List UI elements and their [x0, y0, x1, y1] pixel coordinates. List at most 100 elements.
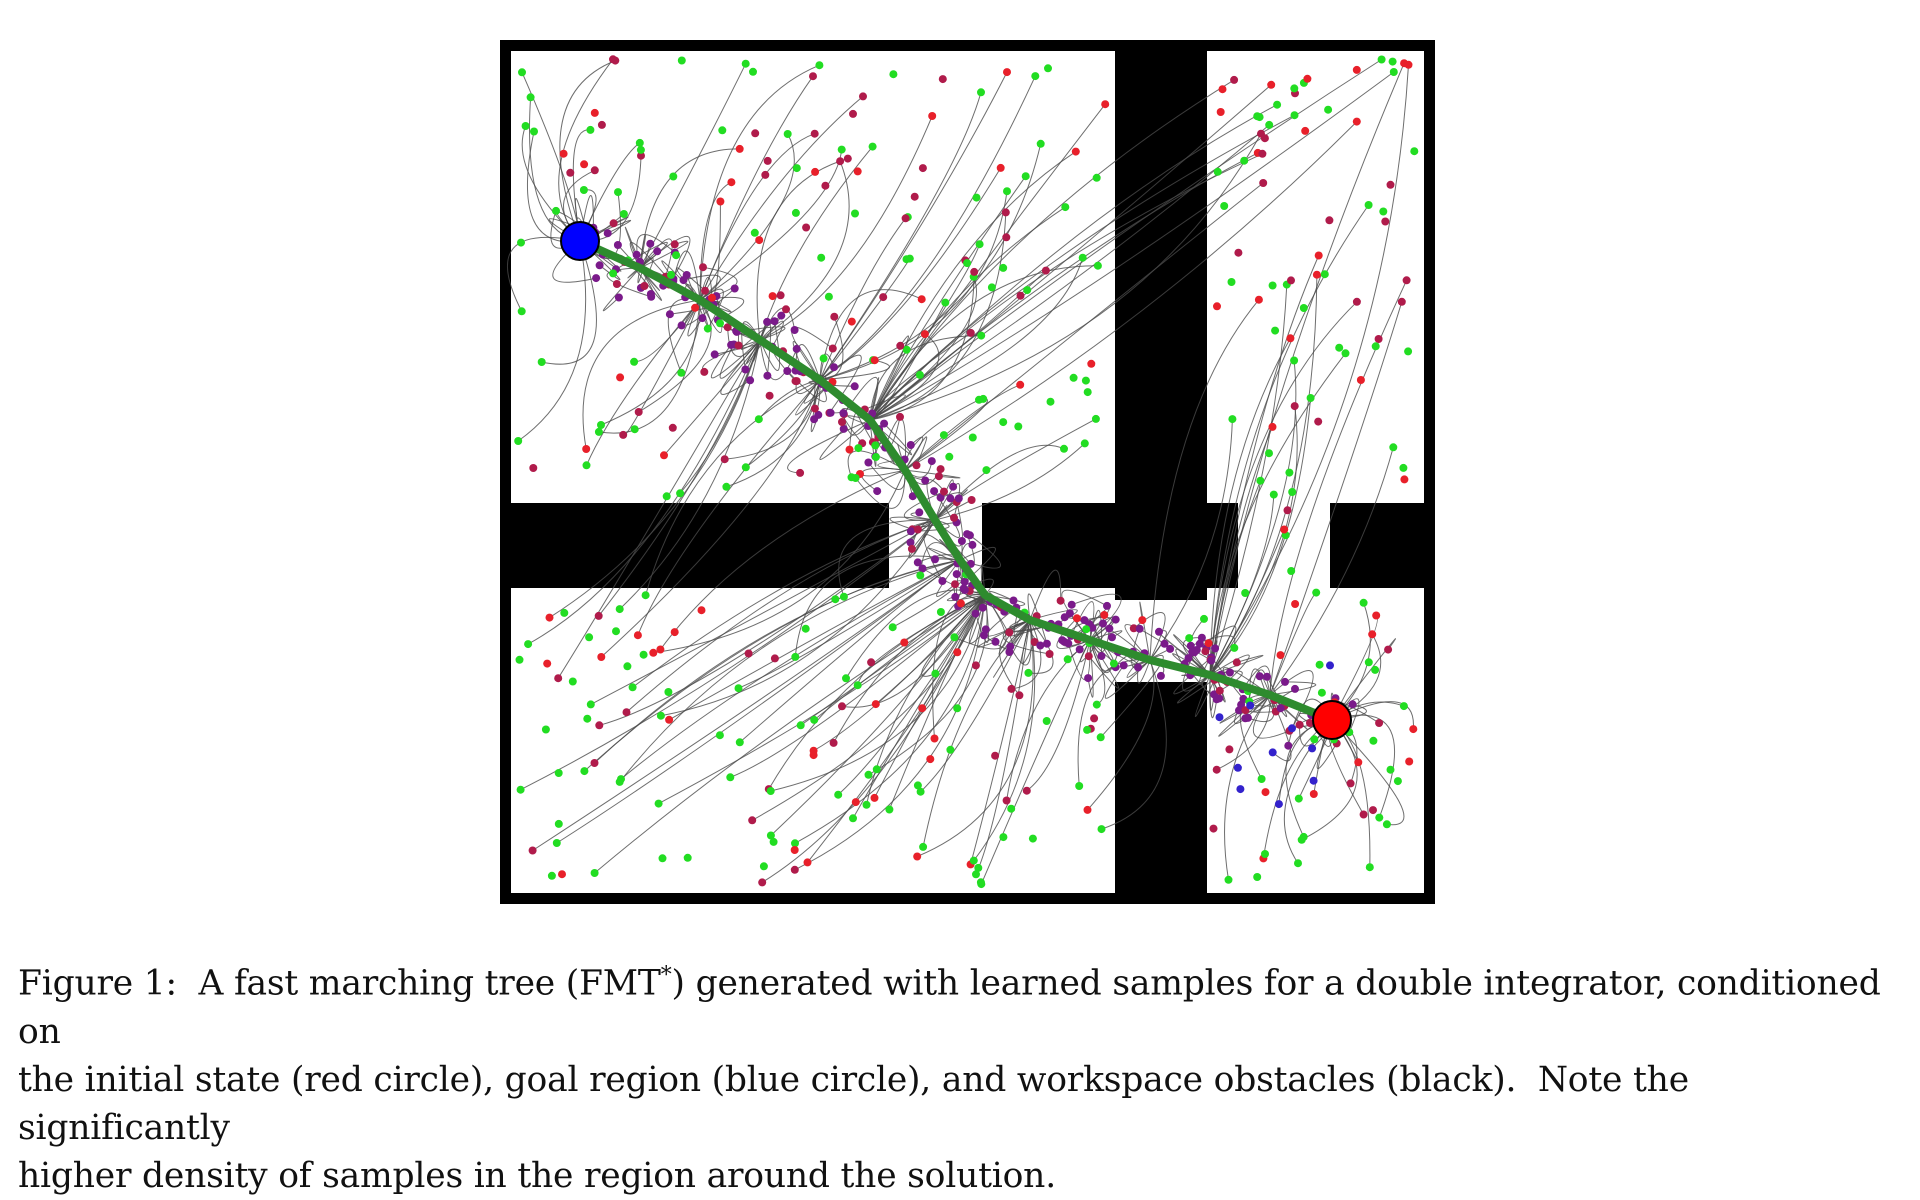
sample-point [609, 55, 617, 64]
sample-point [612, 627, 620, 636]
tree-edge [627, 250, 658, 279]
sample-point [839, 592, 848, 601]
sample-point [1228, 415, 1237, 424]
sample-point [1195, 639, 1204, 648]
sample-point [723, 323, 732, 332]
tree-edge [699, 288, 724, 329]
sample-point [838, 418, 846, 426]
tree-edge [1182, 652, 1211, 692]
sample-point [971, 661, 980, 670]
sample-point [1092, 173, 1101, 182]
sample-point [1284, 741, 1293, 750]
sample-point [1291, 684, 1299, 693]
sample-point [939, 431, 948, 440]
sample-point [1276, 651, 1285, 660]
sample-point [1352, 117, 1361, 126]
sample-point [1369, 806, 1377, 815]
sample-point [830, 312, 839, 321]
sample-point [790, 865, 799, 874]
sample-point [579, 186, 588, 194]
sample-point [1166, 644, 1175, 653]
sample-point [977, 331, 986, 340]
sample-point [1236, 785, 1245, 794]
sample-point [630, 425, 639, 434]
sample-point [871, 441, 880, 450]
sample-point [1369, 736, 1378, 745]
sample-point [1288, 724, 1296, 733]
tree-edge [759, 146, 873, 341]
sample-point [1212, 765, 1221, 774]
sample-point [769, 837, 778, 846]
sample-point [862, 800, 871, 809]
sample-point [901, 214, 910, 223]
sample-point [960, 577, 969, 586]
sample-point [664, 688, 673, 696]
sample-point [782, 305, 790, 314]
sample-point [1405, 757, 1414, 766]
sample-point [1310, 735, 1319, 744]
sample-point [963, 259, 972, 268]
sample-point [842, 674, 850, 683]
sample-point [1265, 449, 1273, 458]
sample-point [1006, 642, 1015, 651]
sample-point [859, 92, 867, 101]
sample-point [999, 833, 1008, 842]
sample-point [554, 819, 563, 828]
sample-point [1045, 650, 1054, 658]
caption-line-1: Figure 1: A fast marching tree (FMT*) ge… [18, 963, 1892, 1052]
sample-point [758, 878, 767, 887]
sample-point [1215, 686, 1224, 695]
tree-edge [838, 519, 936, 597]
sample-point [1092, 700, 1101, 709]
sample-point [1240, 156, 1249, 165]
obstacle-horizontal-middle [982, 503, 1238, 588]
tree-edge [1209, 397, 1312, 676]
tree-edge [819, 191, 1008, 381]
sample-point [679, 276, 688, 285]
sample-point [1314, 417, 1323, 426]
sample-point [1400, 475, 1409, 484]
sample-point [613, 241, 622, 249]
sample-point [1207, 656, 1216, 665]
sample-point [744, 649, 753, 658]
tree-edge [572, 129, 591, 242]
tree-edge [758, 379, 821, 420]
sample-point [1309, 776, 1318, 785]
tree-edge [521, 125, 581, 242]
sample-point [815, 61, 824, 70]
sample-point [918, 704, 927, 713]
sample-point [619, 210, 628, 218]
sample-point [1184, 654, 1193, 663]
sample-point [975, 240, 984, 249]
tree-edge [683, 274, 721, 301]
sample-point [700, 367, 709, 376]
sample-point [1365, 863, 1374, 872]
sample-point [982, 466, 991, 475]
tree-edge [869, 151, 1077, 421]
tree-edge [934, 489, 968, 521]
sample-point [614, 188, 622, 197]
sample-point [1354, 758, 1363, 767]
sample-point [1290, 356, 1299, 365]
sample-point [636, 145, 645, 154]
sample-point [677, 56, 686, 65]
tree-edge [699, 96, 864, 301]
tree-edge [768, 594, 986, 790]
sample-point [1119, 661, 1128, 670]
sample-point [518, 68, 526, 77]
sample-point [1325, 216, 1334, 225]
sample-point [1255, 672, 1264, 681]
sample-point [849, 109, 857, 118]
sample-point [1243, 713, 1252, 722]
sample-point [956, 599, 965, 608]
sample-point [763, 317, 772, 326]
sample-point [1007, 804, 1016, 813]
sample-point [791, 839, 799, 848]
sample-point [653, 247, 662, 256]
sample-point [698, 314, 707, 323]
sample-point [1320, 270, 1329, 279]
sample-point [1315, 660, 1324, 669]
sample-point [1309, 790, 1318, 798]
sample-point [1224, 875, 1233, 884]
sample-point [1263, 672, 1271, 681]
